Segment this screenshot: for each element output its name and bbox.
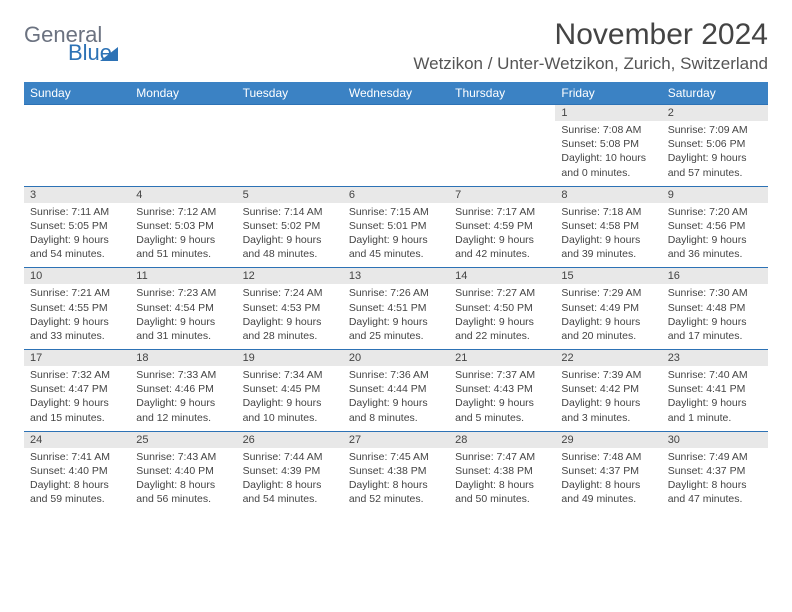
date-cell xyxy=(130,105,236,122)
day-content-cell: Sunrise: 7:43 AMSunset: 4:40 PMDaylight:… xyxy=(130,448,236,513)
calendar-table: Sunday Monday Tuesday Wednesday Thursday… xyxy=(24,82,768,512)
day-content-cell: Sunrise: 7:47 AMSunset: 4:38 PMDaylight:… xyxy=(449,448,555,513)
date-cell: 7 xyxy=(449,186,555,203)
day-header: Thursday xyxy=(449,82,555,105)
day-content-cell: Sunrise: 7:21 AMSunset: 4:55 PMDaylight:… xyxy=(24,284,130,349)
day-header: Sunday xyxy=(24,82,130,105)
content-row: Sunrise: 7:08 AMSunset: 5:08 PMDaylight:… xyxy=(24,121,768,186)
logo-line2: Blue xyxy=(68,42,118,64)
day-content-cell xyxy=(449,121,555,186)
day-content-cell: Sunrise: 7:24 AMSunset: 4:53 PMDaylight:… xyxy=(237,284,343,349)
date-cell: 22 xyxy=(555,350,661,367)
date-cell: 17 xyxy=(24,350,130,367)
day-content-cell: Sunrise: 7:14 AMSunset: 5:02 PMDaylight:… xyxy=(237,203,343,268)
date-cell: 5 xyxy=(237,186,343,203)
day-content-cell: Sunrise: 7:15 AMSunset: 5:01 PMDaylight:… xyxy=(343,203,449,268)
date-cell: 3 xyxy=(24,186,130,203)
date-cell: 12 xyxy=(237,268,343,285)
day-header: Wednesday xyxy=(343,82,449,105)
day-content-cell xyxy=(24,121,130,186)
date-cell: 10 xyxy=(24,268,130,285)
date-cell: 23 xyxy=(662,350,768,367)
day-content-cell: Sunrise: 7:48 AMSunset: 4:37 PMDaylight:… xyxy=(555,448,661,513)
day-content-cell xyxy=(130,121,236,186)
day-header: Saturday xyxy=(662,82,768,105)
content-row: Sunrise: 7:11 AMSunset: 5:05 PMDaylight:… xyxy=(24,203,768,268)
date-cell: 11 xyxy=(130,268,236,285)
day-content-cell: Sunrise: 7:18 AMSunset: 4:58 PMDaylight:… xyxy=(555,203,661,268)
day-content-cell: Sunrise: 7:12 AMSunset: 5:03 PMDaylight:… xyxy=(130,203,236,268)
day-content-cell xyxy=(343,121,449,186)
day-content-cell: Sunrise: 7:09 AMSunset: 5:06 PMDaylight:… xyxy=(662,121,768,186)
date-cell: 15 xyxy=(555,268,661,285)
day-content-cell: Sunrise: 7:34 AMSunset: 4:45 PMDaylight:… xyxy=(237,366,343,431)
date-cell: 8 xyxy=(555,186,661,203)
day-content-cell: Sunrise: 7:33 AMSunset: 4:46 PMDaylight:… xyxy=(130,366,236,431)
day-header: Monday xyxy=(130,82,236,105)
date-cell: 6 xyxy=(343,186,449,203)
day-content-cell: Sunrise: 7:20 AMSunset: 4:56 PMDaylight:… xyxy=(662,203,768,268)
day-content-cell: Sunrise: 7:27 AMSunset: 4:50 PMDaylight:… xyxy=(449,284,555,349)
date-cell: 30 xyxy=(662,431,768,448)
date-cell: 1 xyxy=(555,105,661,122)
day-content-cell: Sunrise: 7:41 AMSunset: 4:40 PMDaylight:… xyxy=(24,448,130,513)
date-cell: 28 xyxy=(449,431,555,448)
day-content-cell xyxy=(237,121,343,186)
day-content-cell: Sunrise: 7:26 AMSunset: 4:51 PMDaylight:… xyxy=(343,284,449,349)
month-title: November 2024 xyxy=(413,18,768,52)
date-cell: 26 xyxy=(237,431,343,448)
date-row: 12 xyxy=(24,105,768,122)
day-content-cell: Sunrise: 7:37 AMSunset: 4:43 PMDaylight:… xyxy=(449,366,555,431)
date-cell: 25 xyxy=(130,431,236,448)
day-content-cell: Sunrise: 7:45 AMSunset: 4:38 PMDaylight:… xyxy=(343,448,449,513)
date-cell xyxy=(237,105,343,122)
day-header: Tuesday xyxy=(237,82,343,105)
date-cell: 14 xyxy=(449,268,555,285)
date-cell: 18 xyxy=(130,350,236,367)
day-content-cell: Sunrise: 7:29 AMSunset: 4:49 PMDaylight:… xyxy=(555,284,661,349)
date-cell: 2 xyxy=(662,105,768,122)
date-cell: 24 xyxy=(24,431,130,448)
date-cell: 16 xyxy=(662,268,768,285)
day-content-cell: Sunrise: 7:30 AMSunset: 4:48 PMDaylight:… xyxy=(662,284,768,349)
date-cell: 27 xyxy=(343,431,449,448)
date-cell xyxy=(449,105,555,122)
content-row: Sunrise: 7:21 AMSunset: 4:55 PMDaylight:… xyxy=(24,284,768,349)
date-row: 10111213141516 xyxy=(24,268,768,285)
date-cell: 19 xyxy=(237,350,343,367)
title-block: November 2024 Wetzikon / Unter-Wetzikon,… xyxy=(413,18,768,74)
logo: General Blue xyxy=(24,24,118,64)
date-cell xyxy=(24,105,130,122)
location-subtitle: Wetzikon / Unter-Wetzikon, Zurich, Switz… xyxy=(413,54,768,74)
date-cell: 13 xyxy=(343,268,449,285)
day-content-cell: Sunrise: 7:44 AMSunset: 4:39 PMDaylight:… xyxy=(237,448,343,513)
content-row: Sunrise: 7:41 AMSunset: 4:40 PMDaylight:… xyxy=(24,448,768,513)
date-cell: 21 xyxy=(449,350,555,367)
day-header: Friday xyxy=(555,82,661,105)
page-header: General Blue November 2024 Wetzikon / Un… xyxy=(24,18,768,74)
day-content-cell: Sunrise: 7:49 AMSunset: 4:37 PMDaylight:… xyxy=(662,448,768,513)
day-content-cell: Sunrise: 7:11 AMSunset: 5:05 PMDaylight:… xyxy=(24,203,130,268)
date-cell xyxy=(343,105,449,122)
day-content-cell: Sunrise: 7:32 AMSunset: 4:47 PMDaylight:… xyxy=(24,366,130,431)
date-cell: 20 xyxy=(343,350,449,367)
date-row: 24252627282930 xyxy=(24,431,768,448)
date-row: 3456789 xyxy=(24,186,768,203)
date-row: 17181920212223 xyxy=(24,350,768,367)
day-content-cell: Sunrise: 7:17 AMSunset: 4:59 PMDaylight:… xyxy=(449,203,555,268)
day-content-cell: Sunrise: 7:40 AMSunset: 4:41 PMDaylight:… xyxy=(662,366,768,431)
content-row: Sunrise: 7:32 AMSunset: 4:47 PMDaylight:… xyxy=(24,366,768,431)
day-content-cell: Sunrise: 7:23 AMSunset: 4:54 PMDaylight:… xyxy=(130,284,236,349)
logo-text: General Blue xyxy=(24,24,118,64)
date-cell: 29 xyxy=(555,431,661,448)
day-header-row: Sunday Monday Tuesday Wednesday Thursday… xyxy=(24,82,768,105)
date-cell: 9 xyxy=(662,186,768,203)
day-content-cell: Sunrise: 7:36 AMSunset: 4:44 PMDaylight:… xyxy=(343,366,449,431)
day-content-cell: Sunrise: 7:39 AMSunset: 4:42 PMDaylight:… xyxy=(555,366,661,431)
date-cell: 4 xyxy=(130,186,236,203)
day-content-cell: Sunrise: 7:08 AMSunset: 5:08 PMDaylight:… xyxy=(555,121,661,186)
